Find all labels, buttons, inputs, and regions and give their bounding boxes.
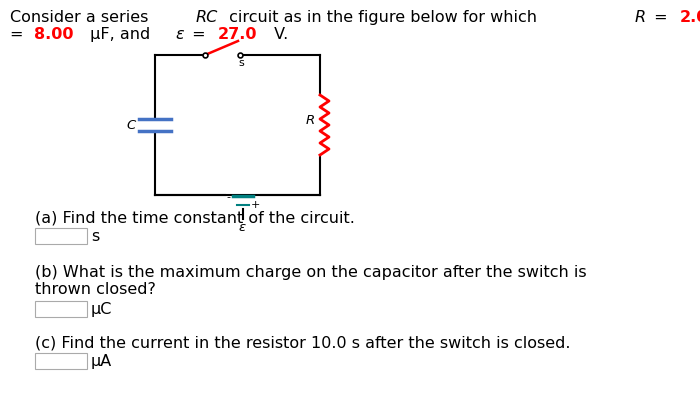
Text: thrown closed?: thrown closed? — [35, 282, 156, 297]
Text: s: s — [91, 228, 99, 243]
Text: C: C — [127, 119, 136, 132]
Bar — [35, 228, 87, 244]
Text: =: = — [649, 10, 673, 25]
Text: (c) Find the current in the resistor 10.0 s after the switch is closed.: (c) Find the current in the resistor 10.… — [35, 335, 570, 350]
Text: (b) What is the maximum charge on the capacitor after the switch is: (b) What is the maximum charge on the ca… — [35, 265, 587, 280]
Bar — [35, 353, 87, 369]
Text: R: R — [306, 114, 315, 127]
Text: (a) Find the time constant of the circuit.: (a) Find the time constant of the circui… — [35, 210, 355, 225]
Text: s: s — [238, 58, 244, 68]
Text: ε: ε — [176, 27, 184, 42]
Text: 2.00: 2.00 — [680, 10, 700, 25]
Text: V.: V. — [269, 27, 288, 42]
Text: -: - — [227, 192, 230, 202]
Text: RC: RC — [195, 10, 218, 25]
Text: μA: μA — [91, 354, 112, 368]
Text: R: R — [634, 10, 645, 25]
Text: ε: ε — [239, 221, 246, 234]
Bar — [35, 301, 87, 317]
Text: μF, and: μF, and — [85, 27, 155, 42]
Text: =: = — [187, 27, 211, 42]
Text: 27.0: 27.0 — [218, 27, 257, 42]
Text: 8.00: 8.00 — [34, 27, 74, 42]
Text: circuit as in the figure below for which: circuit as in the figure below for which — [224, 10, 542, 25]
Text: μC: μC — [91, 302, 113, 316]
Text: =: = — [10, 27, 29, 42]
Text: Consider a series: Consider a series — [10, 10, 153, 25]
Text: +: + — [251, 200, 260, 210]
